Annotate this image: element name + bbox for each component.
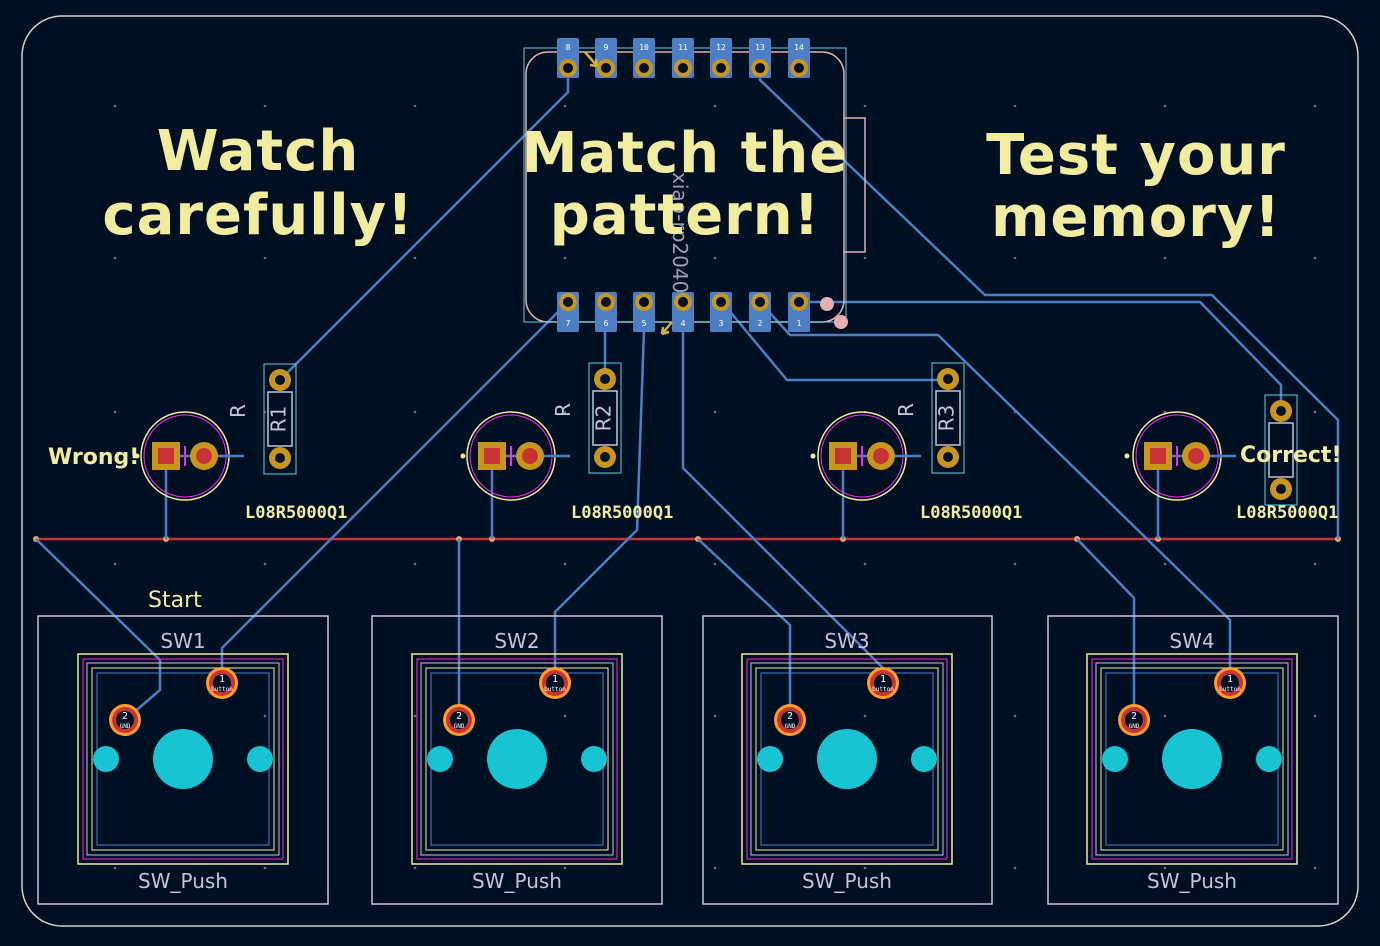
resistor-mark: R [226, 404, 250, 418]
mcu-pin-top: 13 [749, 38, 771, 78]
mcu-pin-top-number: 8 [566, 43, 571, 52]
mcu-pin-top-number: 9 [604, 43, 609, 52]
switch-pin-net: GND [1129, 723, 1140, 730]
switch-pin-number: 2 [787, 711, 793, 722]
resistor-ref: R3 [935, 405, 959, 432]
led-value-label: L08R5000Q1 [245, 503, 347, 523]
led-value-label: L08R5000Q1 [571, 503, 673, 523]
switch-value: SW_Push [472, 869, 562, 893]
switch-pin-net: button [1219, 686, 1241, 693]
correct-label: Correct! [1240, 443, 1341, 468]
resistor-mark: R [894, 403, 918, 417]
mcu-pin-top-number: 10 [639, 43, 649, 52]
board-edge [21, 15, 1359, 927]
mcu-pin-top-number: 13 [755, 43, 765, 52]
mcu-pin-bottom-number: 6 [604, 319, 609, 328]
led-2: L08R5000Q1 [460, 411, 673, 523]
switch-ref: SW1 [160, 629, 205, 653]
led-1: L08R5000Q1 [134, 411, 347, 523]
resistor-1: R1 R [226, 363, 297, 475]
mcu-pin-top: 11 [672, 38, 694, 78]
mcu-pin-top: 14 [788, 38, 810, 78]
mcu-pin-bottom-number: 3 [719, 319, 724, 328]
resistor-3: R3 R [894, 362, 965, 474]
watch-text-line1: Watch [157, 119, 359, 184]
resistor-2: R2 R [551, 362, 622, 474]
grid-dots [113, 104, 1317, 870]
mcu-pin-bottom: 3 [710, 292, 732, 332]
match-text-line1: Match the [522, 121, 848, 186]
led-value-label: L08R5000Q1 [1236, 503, 1338, 523]
switch-pin-number: 1 [880, 674, 886, 685]
switch-pin-number: 1 [1227, 674, 1233, 685]
mcu-pin-top: 9 [595, 38, 617, 78]
switch-pin-net: button [872, 686, 894, 693]
start-label: Start [148, 588, 202, 613]
mcu-pin-bottom: 4 [672, 292, 694, 332]
resistor-4 [1264, 394, 1298, 506]
switch-value: SW_Push [802, 869, 892, 893]
mcu-pin-top-number: 11 [678, 43, 688, 52]
switch-pin-number: 2 [122, 711, 128, 722]
switch-pin-number: 2 [456, 711, 462, 722]
switch-ref: SW3 [824, 629, 869, 653]
watch-text-line2: carefully! [102, 183, 413, 248]
mcu-pin-bottom-number: 4 [681, 319, 686, 328]
mcu-pin-bottom: 5 [633, 292, 655, 332]
mcu-pin-top: 10 [633, 38, 655, 78]
mcu-pin-bottom: 6 [595, 292, 617, 332]
switch-pin-net: GND [785, 723, 796, 730]
led-value-label: L08R5000Q1 [920, 503, 1022, 523]
mcu-module: xiao-rp2040 8 7 9 6 10 5 11 4 12 3 13 2 14 1 [523, 38, 866, 336]
switch-pin-net: button [544, 686, 566, 693]
mcu-pin-bottom: 1 [788, 292, 810, 332]
switch-pin-number: 1 [552, 674, 558, 685]
test-text-line2: memory! [991, 185, 1281, 250]
mcu-pin-bottom: 2 [749, 292, 771, 332]
mcu-pin-bottom: 7 [557, 292, 579, 332]
svg-text:xiao-rp2040: xiao-rp2040 [668, 172, 692, 293]
switch-value: SW_Push [138, 869, 228, 893]
resistor-mark: R [551, 403, 575, 417]
mcu-pin-top-number: 12 [716, 43, 726, 52]
switch-pin-net: button [211, 686, 233, 693]
switch-pin-net: GND [454, 723, 465, 730]
switch-value: SW_Push [1147, 869, 1237, 893]
mcu-pin-bottom-number: 1 [797, 319, 802, 328]
switch-pin-net: GND [120, 723, 131, 730]
test-text-line1: Test your [986, 123, 1286, 188]
wrong-label: Wrong! [48, 445, 139, 470]
switch-pin-number: 1 [219, 674, 225, 685]
mcu-pin-bottom-number: 5 [642, 319, 647, 328]
mcu-pin-top-number: 14 [794, 43, 804, 52]
switch-pin-number: 2 [1131, 711, 1137, 722]
led-4: L08R5000Q1 [1124, 411, 1338, 523]
resistor-ref: R1 [267, 406, 291, 433]
switch-ref: SW4 [1169, 629, 1214, 653]
mcu-pin-bottom-number: 2 [758, 319, 763, 328]
mcu-pin-top: 8 [557, 38, 579, 78]
mcu-pin-bottom-number: 7 [566, 319, 571, 328]
match-text-line2: pattern! [550, 183, 820, 248]
led-3: L08R5000Q1 [810, 411, 1022, 523]
switch-ref: SW2 [494, 629, 539, 653]
mcu-pin-top: 12 [710, 38, 732, 78]
resistor-ref: R2 [592, 405, 616, 432]
